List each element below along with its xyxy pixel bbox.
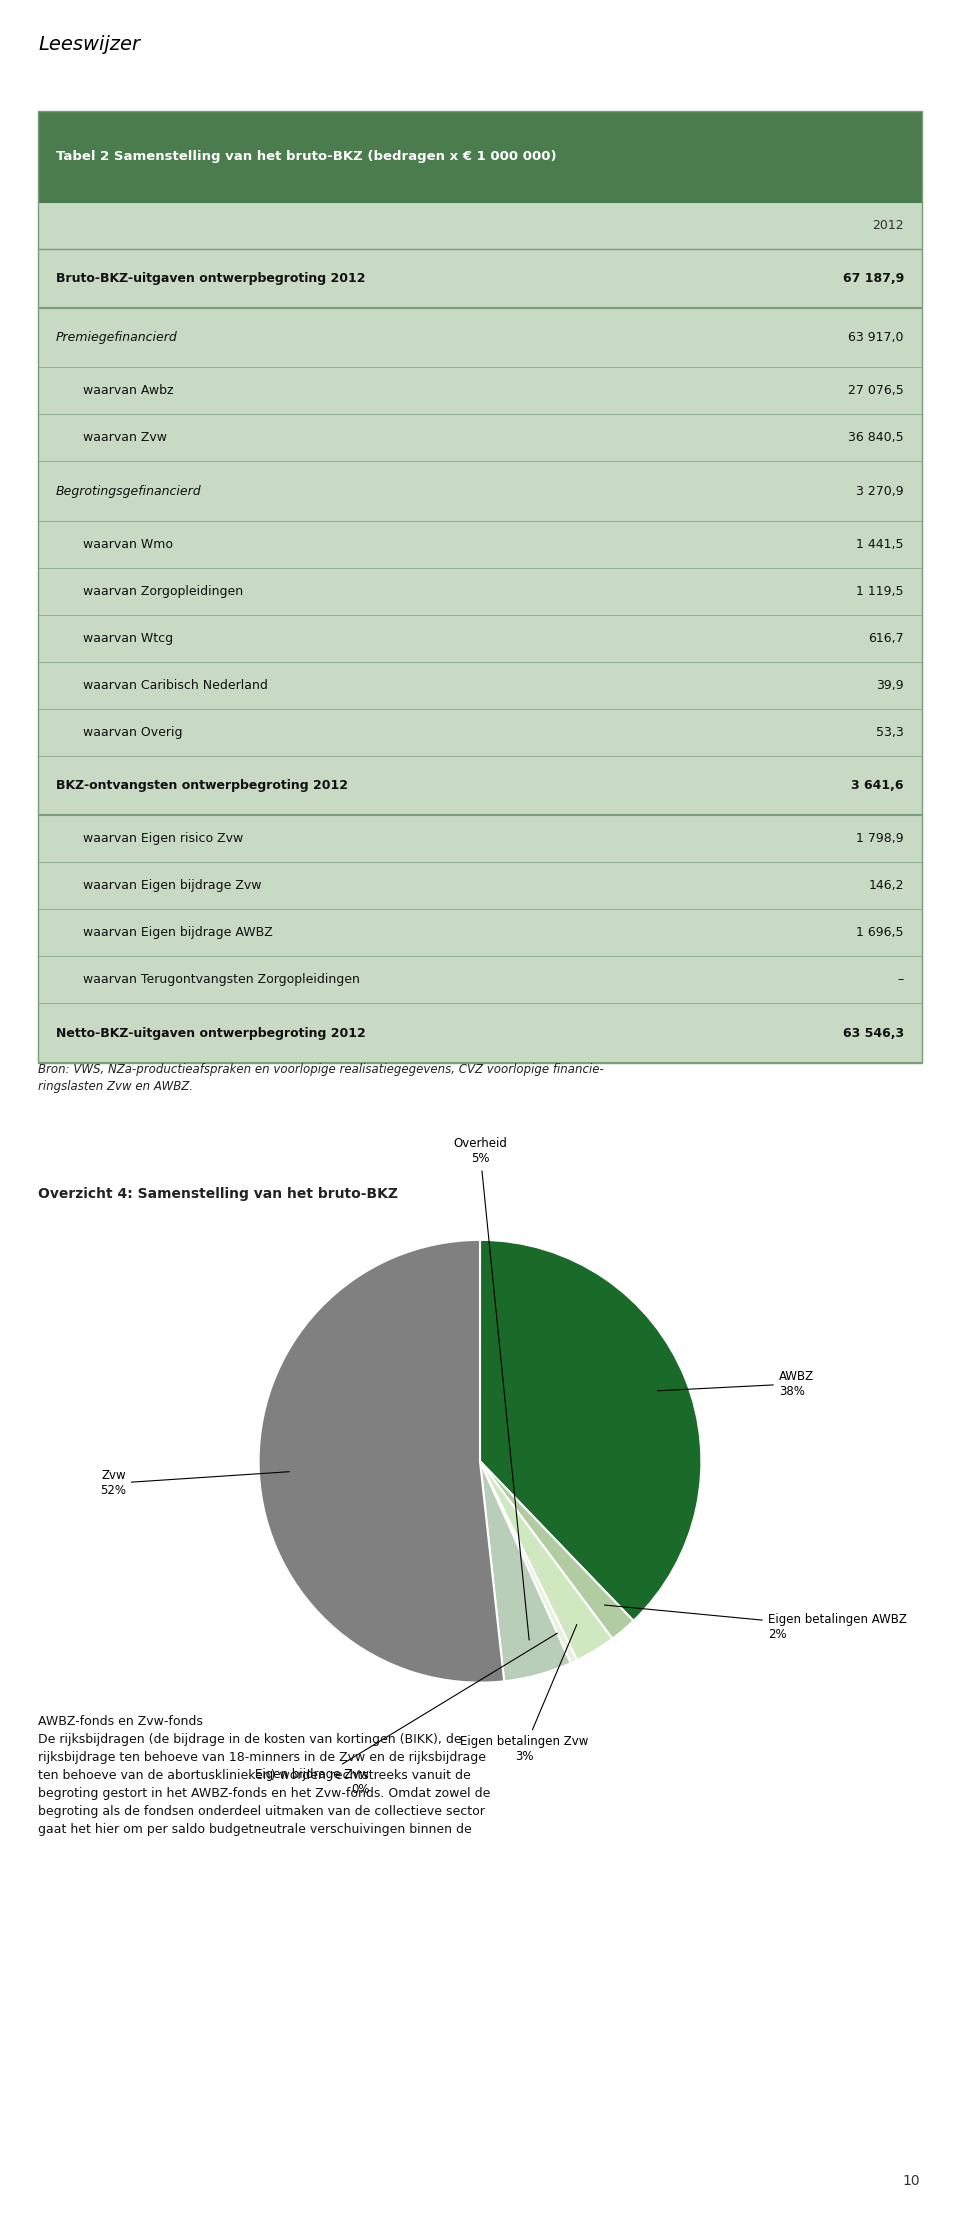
Text: 27 076,5: 27 076,5 bbox=[849, 385, 904, 396]
Text: Premiegefinancierd: Premiegefinancierd bbox=[56, 332, 178, 343]
Bar bbox=[38, 308, 922, 368]
Text: Eigen betalingen AWBZ
2%: Eigen betalingen AWBZ 2% bbox=[605, 1605, 906, 1641]
Text: waarvan Zvw: waarvan Zvw bbox=[83, 432, 167, 445]
Text: AWBZ-fonds en Zvw-fonds
De rijksbijdragen (de bijdrage in de kosten van kortinge: AWBZ-fonds en Zvw-fonds De rijksbijdrage… bbox=[38, 1714, 491, 1835]
Bar bbox=[38, 204, 922, 248]
Bar bbox=[38, 755, 922, 815]
Text: waarvan Wmo: waarvan Wmo bbox=[83, 538, 173, 551]
Text: waarvan Zorgopleidingen: waarvan Zorgopleidingen bbox=[83, 584, 243, 598]
Wedge shape bbox=[480, 1240, 702, 1621]
Bar bbox=[38, 1003, 922, 1063]
Text: waarvan Awbz: waarvan Awbz bbox=[83, 385, 173, 396]
Text: 67 187,9: 67 187,9 bbox=[843, 272, 904, 286]
Bar bbox=[38, 111, 922, 204]
Text: BKZ-ontvangsten ontwerpbegroting 2012: BKZ-ontvangsten ontwerpbegroting 2012 bbox=[56, 779, 348, 793]
Text: 616,7: 616,7 bbox=[868, 631, 904, 644]
Text: 39,9: 39,9 bbox=[876, 680, 904, 693]
Text: 2012: 2012 bbox=[873, 219, 904, 232]
Text: 1 798,9: 1 798,9 bbox=[856, 832, 904, 846]
Text: –: – bbox=[898, 974, 904, 987]
Text: Netto-BKZ-uitgaven ontwerpbegroting 2012: Netto-BKZ-uitgaven ontwerpbegroting 2012 bbox=[56, 1027, 366, 1041]
Text: 1 441,5: 1 441,5 bbox=[856, 538, 904, 551]
Text: waarvan Eigen risico Zvw: waarvan Eigen risico Zvw bbox=[83, 832, 243, 846]
Text: waarvan Caribisch Nederland: waarvan Caribisch Nederland bbox=[83, 680, 268, 693]
Text: 3 641,6: 3 641,6 bbox=[852, 779, 904, 793]
Bar bbox=[38, 708, 922, 755]
Text: 146,2: 146,2 bbox=[869, 879, 904, 892]
Bar bbox=[38, 248, 922, 308]
Text: Leeswijzer: Leeswijzer bbox=[38, 35, 140, 53]
Text: Eigen bijdrage Zvw
0%: Eigen bijdrage Zvw 0% bbox=[255, 1634, 558, 1796]
Text: 63 917,0: 63 917,0 bbox=[849, 332, 904, 343]
Text: 53,3: 53,3 bbox=[876, 726, 904, 739]
Wedge shape bbox=[480, 1461, 577, 1663]
Bar bbox=[38, 520, 922, 567]
Wedge shape bbox=[480, 1461, 612, 1660]
Text: waarvan Wtcg: waarvan Wtcg bbox=[83, 631, 173, 644]
Text: waarvan Eigen bijdrage Zvw: waarvan Eigen bijdrage Zvw bbox=[83, 879, 261, 892]
Text: 36 840,5: 36 840,5 bbox=[849, 432, 904, 445]
Text: 63 546,3: 63 546,3 bbox=[843, 1027, 904, 1041]
Bar bbox=[38, 615, 922, 662]
Text: 10: 10 bbox=[902, 2174, 920, 2187]
Text: Begrotingsgefinancierd: Begrotingsgefinancierd bbox=[56, 485, 202, 498]
Text: Tabel 2 Samenstelling van het bruto-BKZ (bedragen x € 1 000 000): Tabel 2 Samenstelling van het bruto-BKZ … bbox=[56, 151, 557, 164]
Bar bbox=[38, 815, 922, 861]
Text: waarvan Eigen bijdrage AWBZ: waarvan Eigen bijdrage AWBZ bbox=[83, 925, 273, 939]
Text: AWBZ
38%: AWBZ 38% bbox=[658, 1370, 814, 1397]
Wedge shape bbox=[480, 1461, 634, 1638]
Text: 3 270,9: 3 270,9 bbox=[856, 485, 904, 498]
Text: Overheid
5%: Overheid 5% bbox=[453, 1138, 529, 1641]
Text: Zvw
52%: Zvw 52% bbox=[100, 1470, 289, 1497]
Bar bbox=[38, 414, 922, 461]
Text: Bruto-BKZ-uitgaven ontwerpbegroting 2012: Bruto-BKZ-uitgaven ontwerpbegroting 2012 bbox=[56, 272, 366, 286]
Text: waarvan Overig: waarvan Overig bbox=[83, 726, 182, 739]
Bar bbox=[38, 910, 922, 956]
Bar bbox=[38, 662, 922, 708]
Text: Eigen betalingen Zvw
3%: Eigen betalingen Zvw 3% bbox=[460, 1625, 588, 1762]
Bar bbox=[38, 368, 922, 414]
Bar bbox=[38, 461, 922, 520]
Text: Bron: VWS, NZa-productieafspraken en voorlopige realisatiegegevens, CVZ voorlopi: Bron: VWS, NZa-productieafspraken en voo… bbox=[38, 1063, 604, 1094]
Text: 1 696,5: 1 696,5 bbox=[856, 925, 904, 939]
Bar bbox=[38, 861, 922, 910]
Wedge shape bbox=[258, 1240, 504, 1683]
Wedge shape bbox=[480, 1461, 570, 1680]
Text: waarvan Terugontvangsten Zorgopleidingen: waarvan Terugontvangsten Zorgopleidingen bbox=[83, 974, 359, 987]
Text: Overzicht 4: Samenstelling van het bruto-BKZ: Overzicht 4: Samenstelling van het bruto… bbox=[38, 1187, 398, 1202]
Bar bbox=[38, 567, 922, 615]
Text: 1 119,5: 1 119,5 bbox=[856, 584, 904, 598]
Bar bbox=[38, 956, 922, 1003]
